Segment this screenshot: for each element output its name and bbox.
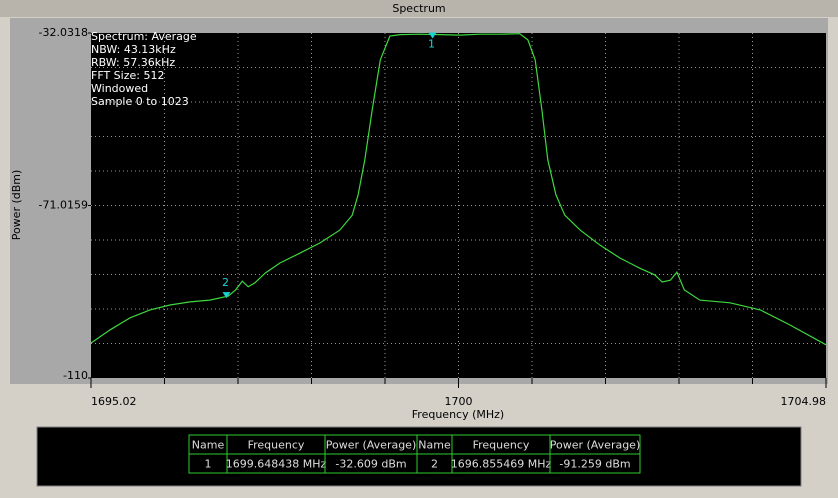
marker-label: 2 bbox=[222, 276, 229, 289]
table-header: Frequency bbox=[473, 439, 530, 452]
title-bar bbox=[0, 0, 838, 17]
info-line: Windowed bbox=[91, 82, 148, 95]
table-value: 1 bbox=[205, 458, 212, 471]
table-value: 1696.855469 MHz bbox=[451, 458, 552, 471]
y-tick-label: -32.0318 bbox=[39, 26, 88, 39]
table-value: -32.609 dBm bbox=[335, 458, 406, 471]
x-tick-label: 1704.98 bbox=[781, 395, 827, 408]
info-line: NBW: 43.13kHz bbox=[91, 43, 176, 56]
info-line: FFT Size: 512 bbox=[91, 69, 164, 82]
x-tick-label: 1700 bbox=[445, 395, 473, 408]
x-axis-label: Frequency (MHz) bbox=[412, 408, 504, 421]
info-line: Spectrum: Average bbox=[91, 30, 197, 43]
table-value: 1699.648438 MHz bbox=[226, 458, 327, 471]
table-value: -91.259 dBm bbox=[559, 458, 630, 471]
table-cell bbox=[549, 453, 641, 474]
y-tick-label: -110 bbox=[63, 369, 88, 382]
marker bbox=[222, 292, 231, 299]
table-header: Frequency bbox=[248, 439, 305, 452]
window-title: Spectrum bbox=[392, 2, 445, 15]
table-header: Name bbox=[418, 439, 451, 452]
y-axis-label: Power (dBm) bbox=[10, 170, 23, 241]
info-line: RBW: 57.36kHz bbox=[91, 56, 175, 69]
table-header: Power (Average) bbox=[326, 439, 417, 452]
table-value: 2 bbox=[431, 458, 438, 471]
table-header: Power (Average) bbox=[550, 439, 641, 452]
y-tick-label: -71.0159 bbox=[39, 199, 88, 212]
x-tick-label: 1695.02 bbox=[91, 395, 137, 408]
info-line: Sample 0 to 1023 bbox=[91, 95, 189, 108]
marker-panel bbox=[36, 426, 802, 487]
marker-label: 1 bbox=[428, 38, 435, 51]
marker bbox=[428, 32, 437, 39]
table-header: Name bbox=[192, 439, 225, 452]
